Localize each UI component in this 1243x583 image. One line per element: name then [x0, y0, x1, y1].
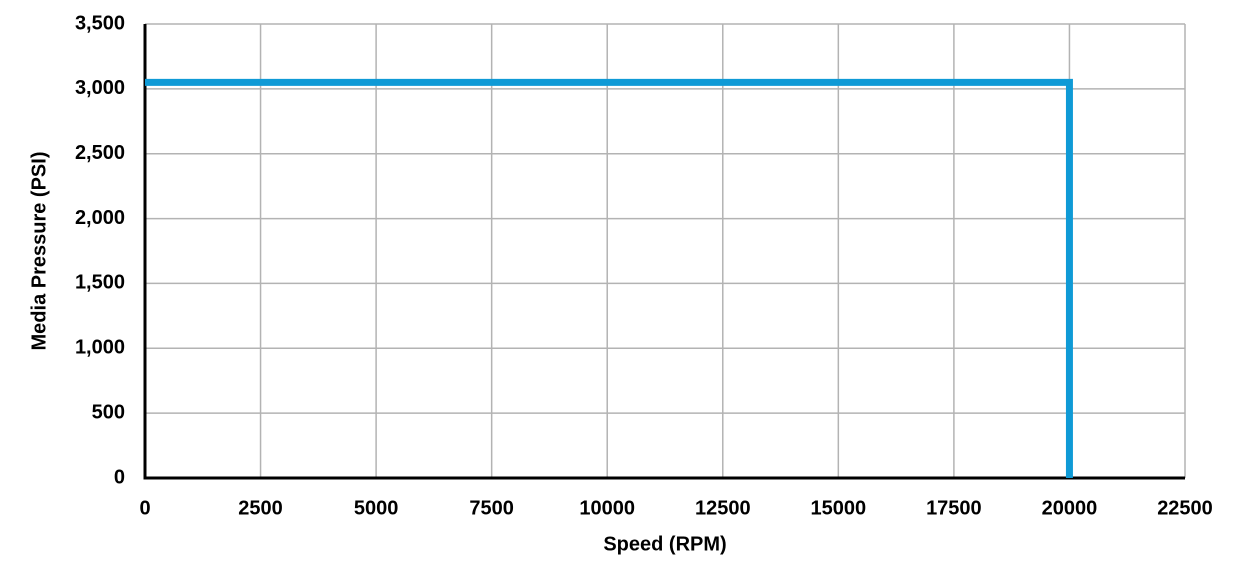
- y-tick-label: 3,500: [75, 12, 125, 34]
- x-tick-label: 15000: [811, 497, 867, 519]
- y-tick-label: 500: [92, 401, 125, 423]
- x-tick-label: 10000: [579, 497, 635, 519]
- y-tick-label: 1,500: [75, 272, 125, 294]
- x-axis-label: Speed (RPM): [603, 533, 726, 555]
- x-tick-label: 7500: [469, 497, 514, 519]
- y-tick-label: 2,000: [75, 207, 125, 229]
- y-tick-label: 0: [114, 466, 125, 488]
- y-tick-label: 3,000: [75, 77, 125, 99]
- y-tick-label: 2,500: [75, 142, 125, 164]
- x-tick-label: 0: [139, 497, 150, 519]
- x-tick-label: 22500: [1157, 497, 1213, 519]
- x-tick-label: 12500: [695, 497, 751, 519]
- y-axis-label: Media Pressure (PSI): [28, 152, 50, 351]
- x-tick-label: 20000: [1042, 497, 1098, 519]
- y-tick-label: 1,000: [75, 337, 125, 359]
- data-line: [145, 78, 1073, 478]
- x-tick-label: 2500: [238, 497, 283, 519]
- x-tick-label: 5000: [354, 497, 399, 519]
- x-tick-label: 17500: [926, 497, 982, 519]
